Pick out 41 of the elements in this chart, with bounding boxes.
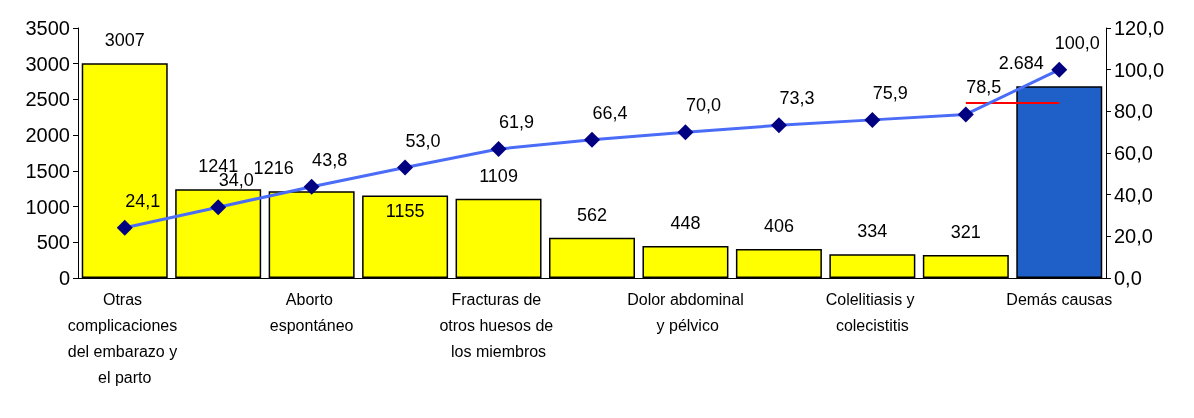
data-label: 334 — [857, 221, 888, 242]
data-label: 43,8 — [312, 149, 348, 170]
data-label: 24,1 — [125, 190, 161, 211]
data-label: 1216 — [253, 158, 294, 179]
y2-tick-label: 80,0 — [1114, 100, 1153, 123]
y-tick-label: 3500 — [25, 17, 70, 39]
y2-tick-label: 100,0 — [1114, 58, 1165, 81]
y-tick-label: 3000 — [25, 52, 70, 75]
x-tick-label: Fracturas de otros huesos de los miembros — [439, 290, 558, 360]
y-tick-label: 1500 — [25, 159, 70, 182]
y2-tick-label: 60,0 — [1114, 142, 1153, 164]
y-tick-label: 0 — [58, 267, 70, 289]
x-tick-label: Dolor abdominal y pélvico — [627, 290, 744, 334]
y-tick-label: 2000 — [25, 124, 70, 147]
x-tick-label: Aborto espontáneo — [269, 290, 354, 334]
data-label: 100,0 — [1054, 32, 1100, 53]
y2-tick-label: 120,0 — [1114, 17, 1165, 39]
y2-tick-label: 20,0 — [1114, 225, 1153, 248]
data-label: 562 — [576, 204, 608, 225]
y-tick-label: 500 — [36, 231, 70, 254]
data-label: 53,0 — [405, 130, 441, 151]
data-label: 448 — [670, 213, 701, 233]
data-label: 1109 — [479, 165, 518, 186]
y-tick-label: 2500 — [25, 88, 70, 111]
x-tick-label: Colelitiasis y colecistitis — [825, 290, 920, 334]
data-label: 61,9 — [499, 112, 535, 133]
data-label: 3007 — [104, 30, 145, 51]
data-label: 75,9 — [872, 82, 908, 103]
y2-tick-label: 0,0 — [1114, 267, 1142, 289]
data-label: 66,4 — [592, 102, 628, 123]
x-tick-label: Demás causas — [1006, 290, 1113, 308]
data-label: 321 — [950, 222, 981, 243]
data-label: 78,5 — [966, 77, 1002, 98]
data-label: 1155 — [385, 200, 425, 221]
data-label: 73,3 — [779, 88, 815, 109]
data-label: 406 — [763, 216, 794, 236]
y-tick-label: 1000 — [25, 195, 70, 218]
x-tick-label: Otras complicaciones del embarazo y el parto — [67, 290, 182, 386]
data-label: 2.684 — [998, 53, 1044, 74]
y2-tick-label: 40,0 — [1114, 183, 1153, 206]
data-label: 70,0 — [685, 95, 721, 116]
